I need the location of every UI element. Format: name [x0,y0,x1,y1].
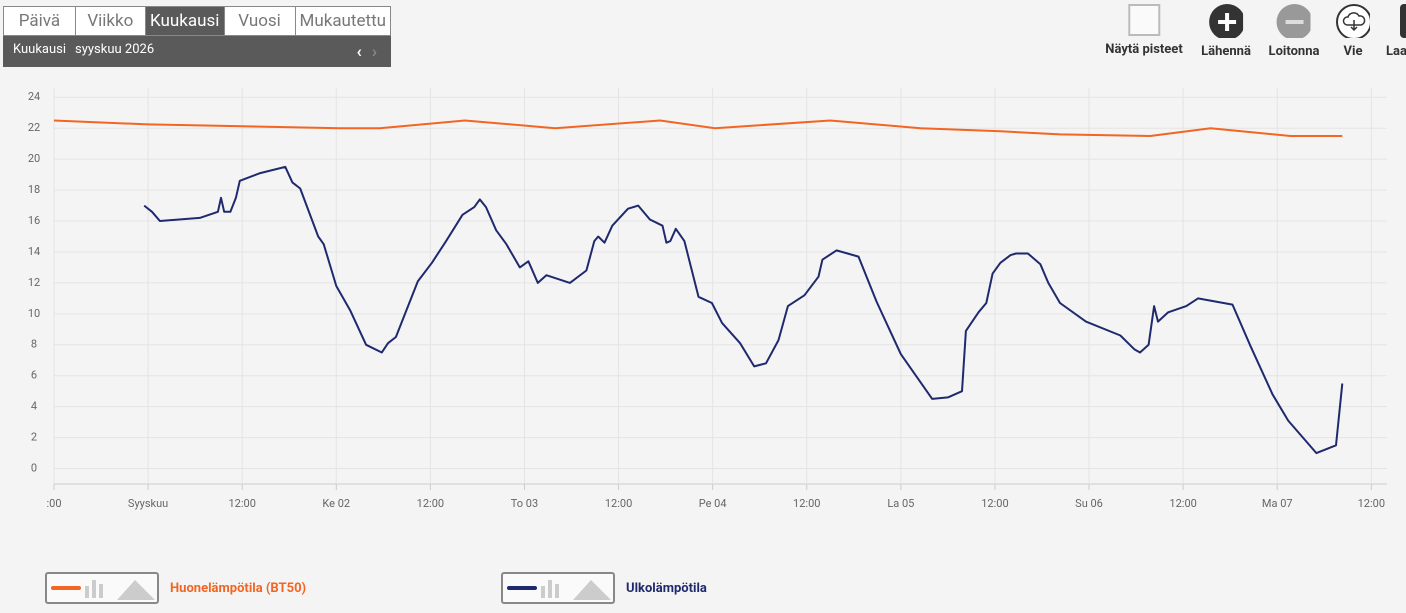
export[interactable]: Vie [1336,4,1370,59]
zoom-in[interactable]: Lähennä [1201,4,1251,59]
period-selector: Päivä Viikko Kuukausi Vuosi Mukautettu Kuuka… [3,6,391,67]
tool-label: Laa [1386,44,1406,59]
x-tick-label: Ke 02 [322,497,350,510]
tab[interactable]: Päivä [4,7,76,35]
legend-icon [507,580,611,600]
checkbox[interactable] [1128,4,1160,36]
y-tick-label: 0 [31,461,37,474]
x-tick-label: :00 [46,497,61,510]
x-tick-label: Su 06 [1075,497,1103,510]
x-tick-label: 12:00 [1169,497,1196,510]
icon [1208,4,1243,38]
y-tick-label: 10 [28,307,40,320]
tool-label: Lähennä [1201,44,1251,59]
y-tick-label: 20 [28,152,40,165]
tab[interactable]: Viikko [76,7,146,35]
y-tick-label: 16 [28,214,40,227]
tab-row: Päivä Viikko Kuukausi Vuosi Mukautettu [3,6,391,36]
x-tick-label: Ma 07 [1262,497,1293,510]
series-line [143,165,1344,455]
x-tick-label: 12:00 [1358,497,1385,510]
legend-toggle[interactable] [501,572,615,604]
x-tick-label: To 03 [511,497,538,510]
icon [1400,4,1406,38]
x-tick-label: 12:00 [981,497,1008,510]
tab[interactable]: Kuukausi [145,7,225,35]
show-points[interactable]: Näytä pisteet [1105,4,1183,57]
tab[interactable]: Mukautettu [299,11,387,31]
period-type: Kuukausi [13,42,67,57]
period-value: syyskuu 2026 [75,42,155,57]
x-tick-label: 12:00 [228,497,255,510]
y-tick-label: 14 [28,245,40,258]
icon [1336,4,1370,38]
y-tick-label: 12 [28,276,40,289]
x-tick-label: 12:00 [417,497,444,510]
x-tick-label: 12:00 [793,497,820,510]
x-tick-label: La 05 [887,497,914,510]
y-tick-label: 6 [31,369,37,382]
y-tick-label: 2 [31,431,37,444]
tool-label: Näytä pisteet [1105,42,1183,57]
zoom-out[interactable]: Loitonna [1268,4,1320,59]
x-tick-label: Pe 04 [699,497,727,510]
period-arrows[interactable]: ‹ › [356,42,377,62]
y-tick-label: 22 [28,121,40,134]
tool-label: Loitonna [1268,44,1320,59]
legend-icon [51,580,155,600]
tab[interactable]: Vuosi [225,7,296,35]
x-tick-label: 12:00 [605,497,632,510]
x-tick-label: Syyskuu [128,497,168,510]
y-tick-label: 8 [31,338,37,351]
period-label: Kuukausi syyskuu 2026 [13,42,163,57]
series-line [53,119,1343,137]
y-tick-label: 18 [28,183,40,196]
tool-label: Vie [1343,44,1363,59]
legend-label: Ulkolämpötila [626,581,707,596]
y-tick-label: 4 [31,400,37,413]
icon [1276,4,1311,38]
legend-label: Huonelämpötila (BT50) [170,581,307,596]
more[interactable]: Laa [1386,4,1406,59]
y-tick-label: 24 [28,90,40,103]
legend-toggle[interactable] [45,572,159,604]
